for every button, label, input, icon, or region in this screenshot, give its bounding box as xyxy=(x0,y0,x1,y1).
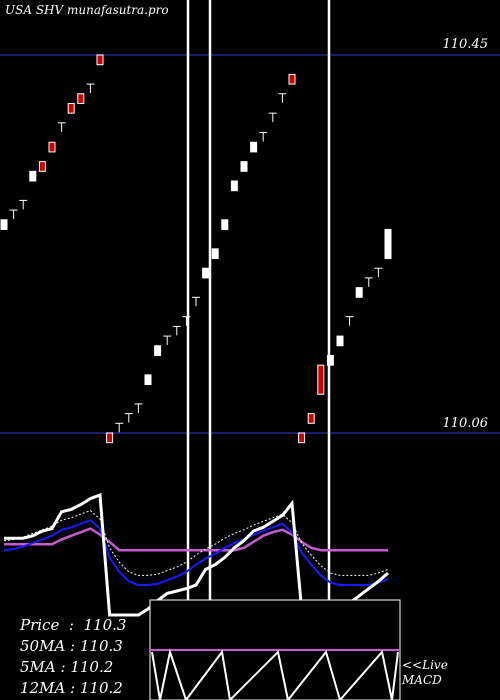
candle-body xyxy=(221,219,229,230)
candle-body xyxy=(384,228,392,260)
candle-body xyxy=(298,432,306,444)
stat-label: 12MA xyxy=(20,679,66,697)
macd-live-label: <<Live xyxy=(402,658,448,672)
stat-price: Price : 110.3 xyxy=(20,616,127,634)
candle-body xyxy=(154,345,162,356)
candle-body xyxy=(77,93,85,104)
stat-value: 110.3 xyxy=(83,616,127,634)
stat-value: 110.3 xyxy=(79,637,123,655)
stat-label: 50MA xyxy=(20,637,66,655)
candle-body xyxy=(317,364,325,395)
candle-body xyxy=(38,161,46,172)
candle-body xyxy=(240,161,248,172)
candle-body xyxy=(230,180,238,192)
candle-body xyxy=(202,267,210,279)
candle-body xyxy=(48,141,56,153)
stat-value: 110.2 xyxy=(79,679,123,697)
candle-body xyxy=(0,219,8,230)
candle-body xyxy=(67,102,75,114)
candle-body xyxy=(96,54,104,66)
lower-level-label: 110.06 xyxy=(442,416,489,431)
candle-body xyxy=(144,374,152,386)
ma-white-line xyxy=(4,492,389,617)
upper-level-label: 110.45 xyxy=(442,37,489,52)
ma-dotted-line xyxy=(3,510,389,576)
candle-body xyxy=(211,248,219,260)
stat-label: Price xyxy=(20,616,60,634)
ma-blue-line xyxy=(3,519,389,586)
stat-label: 5MA xyxy=(20,658,56,676)
candle-body xyxy=(326,354,334,366)
candle-body xyxy=(106,432,114,444)
macd-label: MACD xyxy=(402,673,442,687)
stat-50ma: 50MA : 110.3 xyxy=(20,637,123,655)
stat-12ma: 12MA : 110.2 xyxy=(20,679,123,697)
candle-body xyxy=(29,170,37,182)
candle-body xyxy=(250,141,258,153)
ma-violet-line xyxy=(4,527,388,552)
candle-body xyxy=(307,413,315,424)
chart-header: USA SHV munafasutra.pro xyxy=(5,3,169,17)
candle-body xyxy=(336,335,344,347)
candle-body xyxy=(288,73,296,85)
stat-value: 110.2 xyxy=(70,658,114,676)
macd-line xyxy=(151,648,399,700)
candle-body xyxy=(355,287,363,298)
stat-5ma: 5MA : 110.2 xyxy=(20,658,114,676)
